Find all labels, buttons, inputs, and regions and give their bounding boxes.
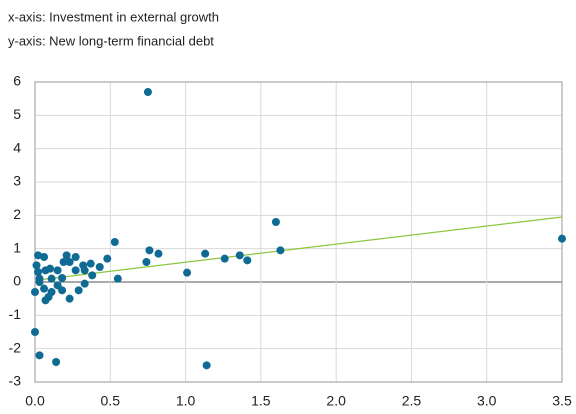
x-axis-note: x-axis: Investment in external growth [8, 9, 219, 24]
point [46, 264, 55, 273]
point [74, 286, 83, 295]
point [58, 286, 67, 295]
x-tick-label: 0.5 [101, 393, 121, 409]
point [58, 274, 67, 282]
point [35, 274, 44, 283]
y-tick-label: -2 [9, 339, 22, 355]
point [95, 263, 104, 271]
point [40, 284, 49, 293]
point [34, 268, 43, 276]
y-tick-label: 4 [13, 139, 21, 155]
y-tick-label: -3 [9, 373, 22, 389]
point [276, 246, 285, 255]
point [71, 266, 80, 275]
point [34, 251, 43, 260]
point [47, 288, 56, 296]
point [142, 258, 151, 266]
x-tick-label: 0.0 [25, 393, 45, 409]
y-tick-label: 5 [13, 106, 21, 122]
point [31, 288, 39, 296]
x-tick-label: 2.0 [326, 393, 346, 409]
point [71, 253, 80, 261]
point [65, 258, 74, 266]
y-tick-label: 6 [13, 73, 21, 89]
point [154, 249, 163, 258]
x-tick-label: 3.0 [477, 393, 497, 409]
point [53, 266, 62, 275]
x-tick-label: 1.0 [176, 393, 196, 409]
point [40, 253, 49, 261]
plot-border [34, 81, 563, 383]
x-tick-label: 1.5 [251, 393, 271, 409]
point [243, 256, 252, 265]
point [113, 274, 122, 283]
point [62, 251, 71, 260]
trend-line [34, 216, 563, 281]
y-tick-label: 2 [13, 206, 21, 222]
y-tick-label: -1 [9, 306, 22, 322]
point [52, 358, 61, 366]
point [201, 249, 210, 258]
point [202, 361, 211, 370]
point [183, 268, 192, 277]
point [145, 246, 154, 255]
point [47, 274, 56, 283]
point [32, 261, 41, 270]
y-tick-label: 1 [13, 239, 21, 255]
point [86, 259, 95, 268]
point [65, 294, 74, 303]
point [558, 234, 566, 243]
point [35, 351, 44, 360]
point [31, 328, 39, 336]
point [80, 279, 89, 288]
point [59, 258, 68, 266]
point [143, 88, 152, 96]
point [271, 218, 280, 226]
point [88, 271, 97, 280]
point [110, 238, 119, 246]
point [235, 251, 244, 260]
x-tick-label: 3.5 [552, 393, 572, 409]
point [80, 266, 89, 275]
point [103, 254, 112, 263]
point [220, 254, 229, 263]
point [41, 296, 50, 305]
y-axis-note: y-axis: New long-term financial debt [8, 33, 214, 48]
y-tick-label: 3 [13, 173, 21, 189]
y-tick-label: 0 [13, 273, 21, 289]
x-tick-label: 2.5 [402, 393, 422, 409]
